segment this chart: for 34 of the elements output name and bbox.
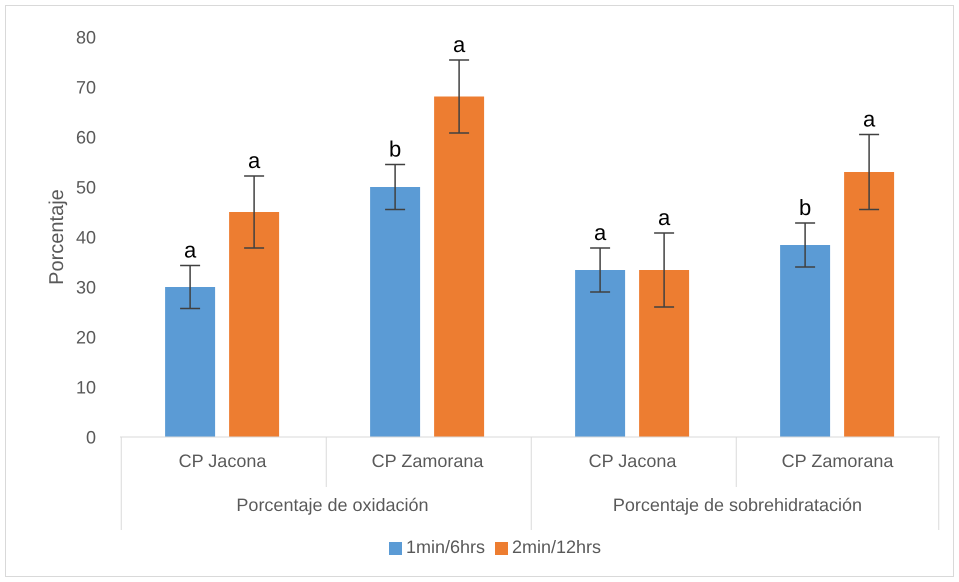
data-label: a — [862, 106, 876, 132]
data-label: b — [388, 136, 402, 162]
text: Porcentaje de sobrehidratación — [612, 495, 864, 516]
y-tick-label: 70 — [76, 77, 96, 98]
data-label: b — [798, 195, 812, 220]
y-tick-label: 0 — [86, 427, 96, 448]
bar — [844, 172, 894, 437]
data-label: a — [248, 148, 261, 173]
legend-label: 1min/6hrs — [406, 537, 485, 557]
x-tick-label: CP Jacona — [178, 451, 268, 471]
x-tick-label: CP Zamorana — [782, 451, 894, 471]
y-tick-label: 60 — [76, 127, 96, 148]
bar — [370, 187, 420, 437]
bar — [229, 212, 280, 437]
bar — [780, 245, 830, 437]
y-tick-label: 20 — [76, 327, 96, 348]
y-tick-label: 30 — [76, 277, 96, 298]
bar — [165, 287, 216, 437]
y-tick-label: 80 — [76, 27, 96, 48]
data-label: a — [452, 32, 466, 57]
text: Porcentaje de oxidación — [235, 495, 430, 516]
y-tick-label: 50 — [76, 177, 96, 198]
data-label: a — [184, 238, 197, 262]
bar — [434, 96, 484, 437]
data-label: a — [658, 205, 671, 230]
y-axis-title: Porcentaje — [46, 189, 68, 285]
legend-label: 2min/12hrs — [512, 537, 602, 557]
y-tick-label: 40 — [76, 227, 96, 248]
bar — [575, 270, 626, 437]
y-tick-label: 10 — [76, 377, 96, 398]
data-label: a — [594, 220, 607, 245]
x-tick-label: CP Zamorana — [372, 451, 484, 471]
x-tick-label: CP Jacona — [588, 451, 678, 471]
bar — [639, 270, 690, 437]
